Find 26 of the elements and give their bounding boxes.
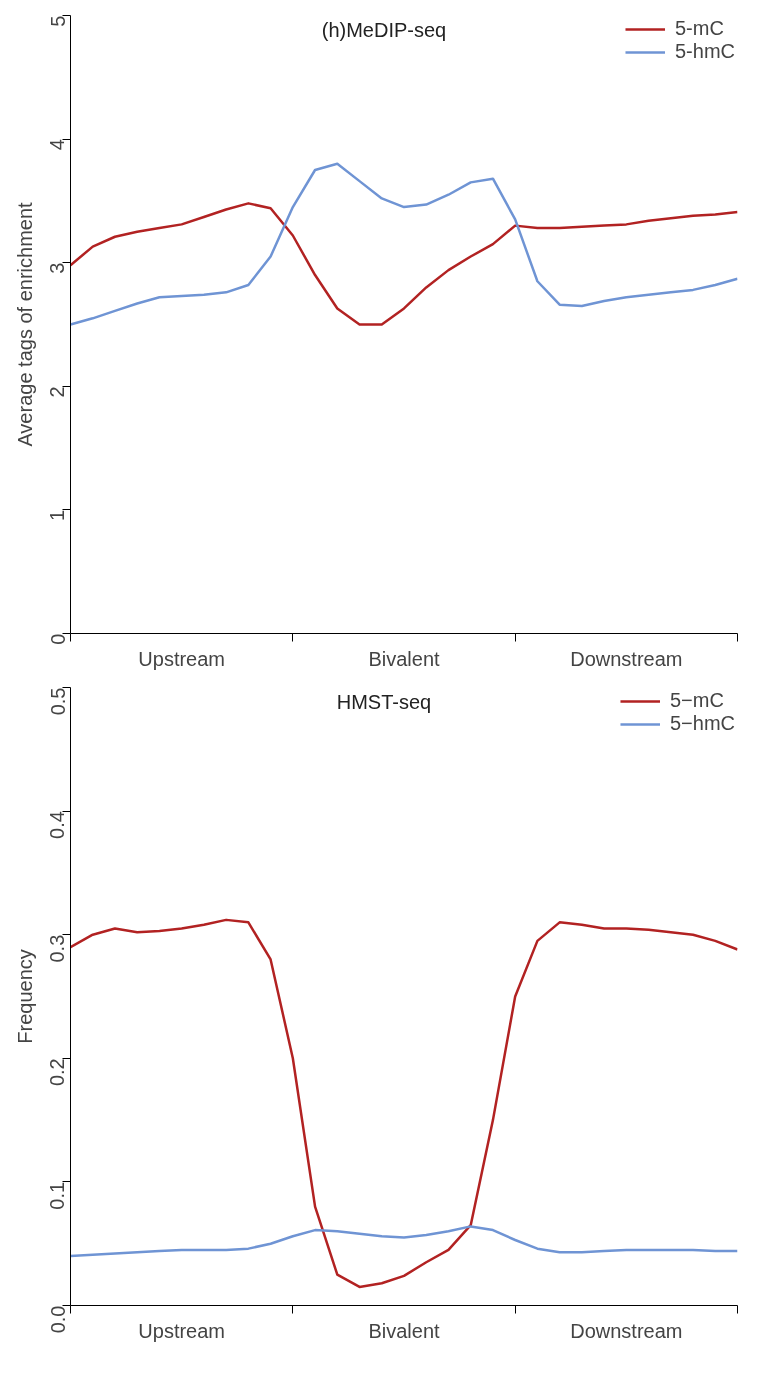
legend-label: 5-hmC — [674, 40, 735, 63]
y-tick-label: 0.4 — [46, 811, 69, 839]
y-tick-label: 0.2 — [46, 1058, 69, 1087]
legend-label: 5-mC — [674, 17, 724, 40]
text: Bivalent — [368, 647, 441, 670]
y-tick-label: 0.5 — [46, 687, 69, 716]
text: Upstream — [138, 1319, 226, 1342]
y-tick-label: 0.0 — [46, 1305, 69, 1334]
y-tick-label: 5 — [46, 15, 69, 27]
legend-label: 5−mC — [669, 689, 724, 712]
text: Downstream — [570, 1319, 683, 1342]
y-tick-label: 2 — [46, 386, 69, 398]
y-tick-label: 1 — [46, 509, 69, 522]
y-axis-title: Average tags of enrichment — [13, 201, 36, 447]
y-axis-title: Frequency — [13, 949, 36, 1044]
chart-title: HMST-seq — [336, 690, 432, 713]
y-tick-label: 0 — [46, 633, 69, 645]
y-tick-label: 0.3 — [46, 934, 69, 963]
y-tick-label: 3 — [46, 262, 69, 274]
y-tick-label: 0.1 — [46, 1181, 69, 1210]
text: Bivalent — [368, 1319, 441, 1342]
legend-label: 5−hmC — [669, 712, 735, 735]
chart-title: (h)MeDIP-seq — [321, 18, 447, 41]
text: Upstream — [138, 647, 226, 670]
y-tick-label: 4 — [46, 139, 69, 151]
text: Downstream — [570, 647, 683, 670]
